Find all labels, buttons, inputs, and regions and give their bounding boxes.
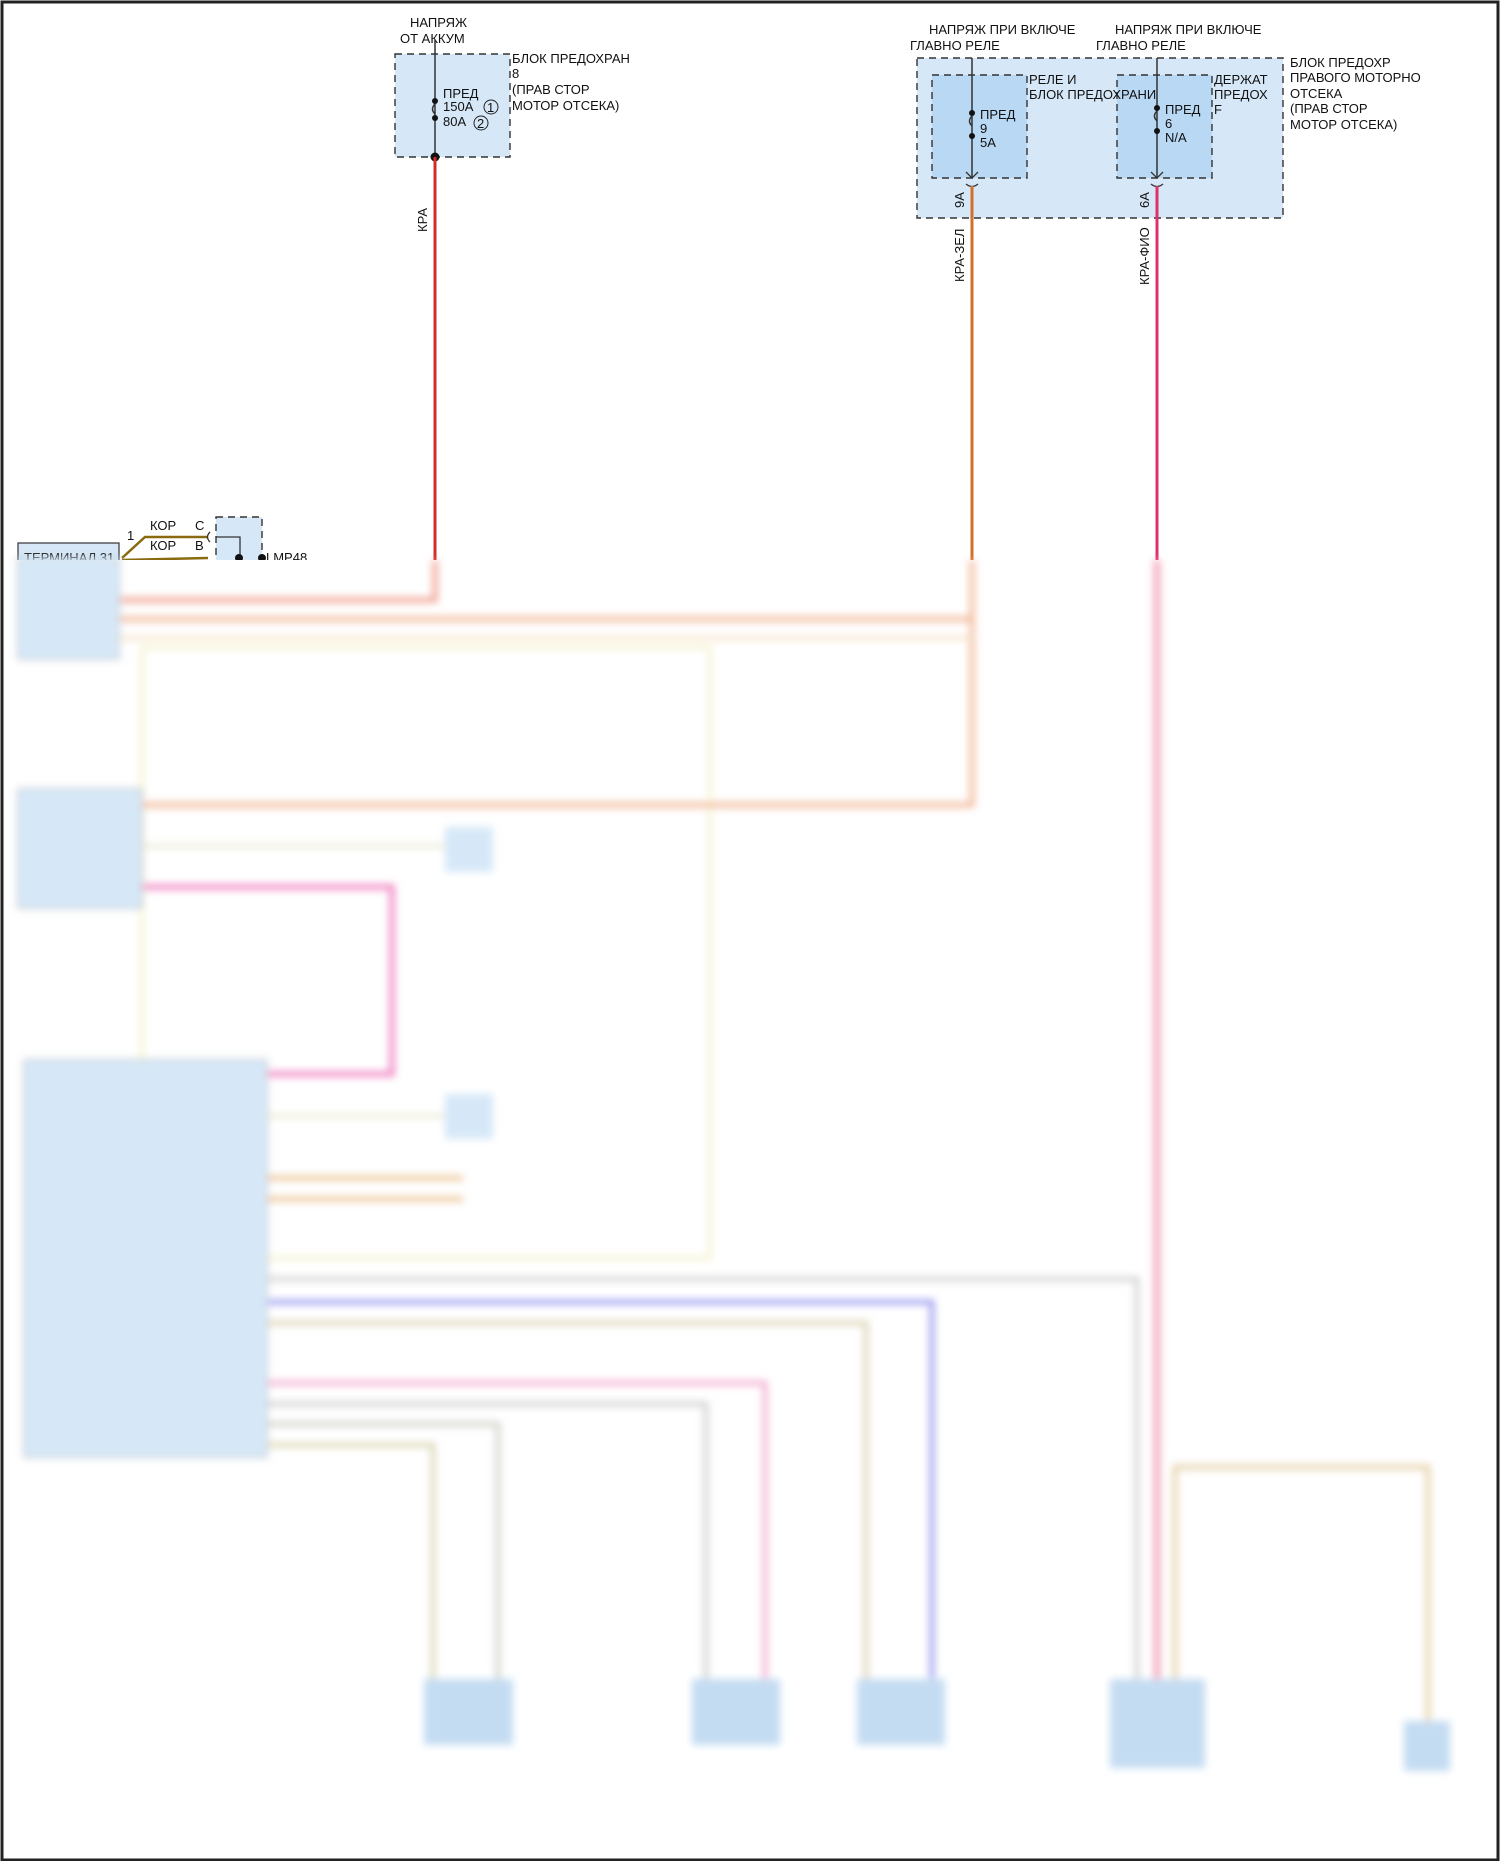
fuse-holder-box bbox=[1116, 74, 1213, 179]
engine-fuse-block: НАПРЯЖ ПРИ ВКЛЮЧЕ ГЛАВНО РЕЛЕ НАПРЯЖ ПРИ… bbox=[910, 22, 1421, 560]
fuse-label: ПРЕД bbox=[443, 86, 479, 101]
fuse-label: ПРЕД bbox=[980, 107, 1016, 122]
block-label: ПРЕДОХ bbox=[1214, 87, 1268, 102]
marker: 2 bbox=[477, 116, 484, 131]
block-label: (ПРАВ СТОР bbox=[1290, 101, 1368, 116]
block-label: ДЕРЖАТ bbox=[1214, 72, 1268, 87]
fuse-rating: 80A bbox=[443, 114, 466, 129]
source-label: ОТ АККУМ bbox=[400, 31, 465, 46]
block-label: БЛОК ПРЕДОХРАНИ bbox=[1029, 87, 1156, 102]
source-label: ГЛАВНО РЕЛЕ bbox=[1096, 38, 1186, 53]
pin-label: 1 bbox=[127, 528, 134, 543]
block-label: (ПРАВ СТОР bbox=[512, 82, 590, 97]
block-label: РЕЛЕ И bbox=[1029, 72, 1077, 87]
fuse-number: 9 bbox=[980, 121, 987, 136]
pin-label: 9A bbox=[952, 192, 967, 208]
source-label: НАПРЯЖ ПРИ ВКЛЮЧЕ bbox=[1115, 22, 1262, 37]
fuse-block-box bbox=[394, 53, 511, 158]
block-label: ПРАВОГО МОТОРНО bbox=[1290, 70, 1421, 85]
block-label: МОТОР ОТСЕКА) bbox=[1290, 117, 1397, 132]
block-label: F bbox=[1214, 102, 1222, 117]
fuse-rating: 5A bbox=[980, 135, 996, 150]
blurred-lower-diagram bbox=[17, 557, 1450, 1771]
source-label: НАПРЯЖ ПРИ ВКЛЮЧЕ bbox=[929, 22, 1076, 37]
fuse-block-8: НАПРЯЖ ОТ АККУМ ПРЕД 150A 80A 1 2 БЛОК П… bbox=[394, 15, 630, 560]
block-label: БЛОК ПРЕДОХРАН bbox=[512, 51, 630, 66]
fuse-label: ПРЕД bbox=[1165, 102, 1201, 117]
pin-label: 6A bbox=[1137, 192, 1152, 208]
block-label: БЛОК ПРЕДОХР bbox=[1290, 55, 1391, 70]
relay-block-box bbox=[931, 74, 1028, 179]
wire-label: КРА-ФИО bbox=[1137, 227, 1152, 285]
block-label: 8 bbox=[512, 66, 519, 81]
wire-label: КРА bbox=[415, 208, 430, 232]
fuse-rating: 150A bbox=[443, 99, 474, 114]
source-label: ГЛАВНО РЕЛЕ bbox=[910, 38, 1000, 53]
pin-label: C bbox=[195, 518, 204, 533]
fuse-number: 6 bbox=[1165, 116, 1172, 131]
wire-label: КОР bbox=[150, 538, 176, 553]
wire-label: КРА-ЗЕЛ bbox=[952, 229, 967, 282]
marker: 1 bbox=[487, 100, 494, 115]
source-label: НАПРЯЖ bbox=[410, 15, 467, 30]
block-label: МОТОР ОТСЕКА) bbox=[512, 98, 619, 113]
wire-label: КОР bbox=[150, 518, 176, 533]
fuse-rating: N/A bbox=[1165, 130, 1187, 145]
pin-label: B bbox=[195, 538, 204, 553]
block-label: ОТСЕКА bbox=[1290, 86, 1343, 101]
